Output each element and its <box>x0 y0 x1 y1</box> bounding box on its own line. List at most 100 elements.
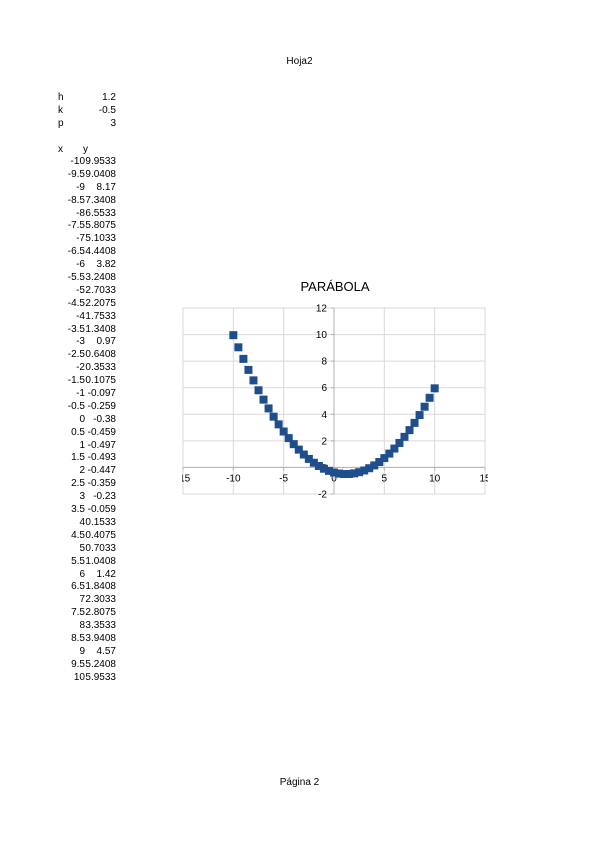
cell-y: 0.7033 <box>85 542 116 554</box>
data-point <box>370 461 379 470</box>
cell-y: -0.359 <box>87 478 116 490</box>
table-row: -9 8.17 <box>58 182 118 195</box>
cell-y: 7.3408 <box>85 194 116 206</box>
cell-x: 1.5 <box>71 452 85 464</box>
param-value: 3 <box>110 118 116 129</box>
table-row: 4 0.1533 <box>58 517 118 530</box>
table-row: 5 0.7033 <box>58 543 118 556</box>
cell-y: 2.7033 <box>85 284 116 296</box>
param-name: h <box>58 92 64 103</box>
x-tick-label: -10 <box>226 473 241 484</box>
y-tick-label: 8 <box>321 357 327 368</box>
cell-x: -9.5 <box>67 168 85 180</box>
cell-x: -7.5 <box>67 220 85 232</box>
data-point <box>299 450 308 459</box>
table-row: 3.5 -0.059 <box>58 504 118 517</box>
table-row: -5 2.7033 <box>58 285 118 298</box>
cell-y: -0.38 <box>93 413 116 425</box>
cell-x: -2.5 <box>67 349 85 361</box>
data-point <box>350 469 359 478</box>
cell-x: 9.5 <box>71 658 85 670</box>
cell-x: 0 <box>79 413 85 425</box>
table-row: -8 6.5533 <box>58 208 118 221</box>
cell-x: 9 <box>79 645 85 657</box>
data-point <box>239 354 248 363</box>
table-row: 9 4.57 <box>58 646 118 659</box>
cell-x: 6.5 <box>71 581 85 593</box>
cell-x: -2 <box>76 362 85 374</box>
param-name: k <box>58 105 63 116</box>
cell-y: 0.1075 <box>85 375 116 387</box>
cell-x: 2.5 <box>71 478 85 490</box>
cell-y: 0.97 <box>96 336 116 348</box>
table-row: -4.5 2.2075 <box>58 298 118 311</box>
cell-x: 0.5 <box>71 426 85 438</box>
cell-y: -0.497 <box>87 439 116 451</box>
cell-y: 3.3533 <box>85 620 116 632</box>
table-row: 1.5 -0.493 <box>58 452 118 465</box>
table-row: -1 -0.097 <box>58 388 118 401</box>
x-tick-label: 5 <box>382 473 388 484</box>
cell-y: -0.493 <box>87 452 116 464</box>
cell-x: -5 <box>76 284 85 296</box>
data-point <box>254 386 263 395</box>
table-row: 7.5 2.8075 <box>58 607 118 620</box>
data-point <box>385 449 394 458</box>
table-row: 2 -0.447 <box>58 465 118 478</box>
cell-x: -5.5 <box>67 272 85 284</box>
cell-x: -0.5 <box>67 400 85 412</box>
table-row: -0.5 -0.259 <box>58 401 118 414</box>
table-row: -4 1.7533 <box>58 311 118 324</box>
param-row-k: k -0.5 <box>58 104 118 117</box>
cell-y: 0.6408 <box>85 349 116 361</box>
cell-x: 6 <box>79 568 85 580</box>
data-point <box>340 470 349 479</box>
table-row: -6 3.82 <box>58 259 118 272</box>
cell-x: 4 <box>79 516 85 528</box>
cell-x: -10 <box>70 156 85 167</box>
y-tick-label: 4 <box>321 410 327 421</box>
cell-y: 9.9533 <box>85 156 116 167</box>
table-row: 1 -0.497 <box>58 440 118 453</box>
data-point <box>259 395 268 404</box>
data-point <box>365 464 374 473</box>
y-tick-label: 12 <box>316 304 328 315</box>
cell-y: -0.097 <box>87 388 116 400</box>
data-point <box>345 469 354 478</box>
cell-x: 5.5 <box>71 555 85 567</box>
y-tick-label: 6 <box>321 383 327 394</box>
cell-x: -1 <box>76 388 85 400</box>
data-point <box>430 384 439 393</box>
table-row: -3.5 1.3408 <box>58 324 118 337</box>
table-row: -7.5 5.8075 <box>58 220 118 233</box>
y-tick-label: -2 <box>318 490 327 501</box>
cell-x: -8.5 <box>67 194 85 206</box>
cell-y: 1.0408 <box>85 555 116 567</box>
cell-x: -3.5 <box>67 323 85 335</box>
cell-y: 0.1533 <box>85 516 116 528</box>
table-row: -1.5 0.1075 <box>58 375 118 388</box>
cell-x: -6.5 <box>67 246 85 258</box>
cell-y: 2.2075 <box>85 297 116 309</box>
table-row: 3 -0.23 <box>58 491 118 504</box>
param-row-p: p 3 <box>58 117 118 130</box>
cell-x: -8 <box>76 207 85 219</box>
x-tick-label: -5 <box>279 473 288 484</box>
data-point <box>420 402 429 411</box>
cell-y: 5.9533 <box>85 671 116 683</box>
table-row: 0.5 -0.459 <box>58 427 118 440</box>
cell-x: -1.5 <box>67 375 85 387</box>
cell-y: 4.57 <box>96 645 116 657</box>
data-point <box>274 420 283 429</box>
table-body: -10 9.9533 -9.5 9.0408 -9 8.17 -8.5 7.3408 -8 6.5… <box>58 156 118 685</box>
data-point <box>289 440 298 449</box>
cell-y: 5.8075 <box>85 220 116 232</box>
table-row: 2.5 -0.359 <box>58 478 118 491</box>
table-row: 5.5 1.0408 <box>58 556 118 569</box>
parameters-block: h 1.2 k -0.5 p 3 <box>58 91 118 130</box>
data-point <box>229 331 238 340</box>
y-tick-label: 2 <box>321 436 327 447</box>
cell-x: -4 <box>76 310 85 322</box>
